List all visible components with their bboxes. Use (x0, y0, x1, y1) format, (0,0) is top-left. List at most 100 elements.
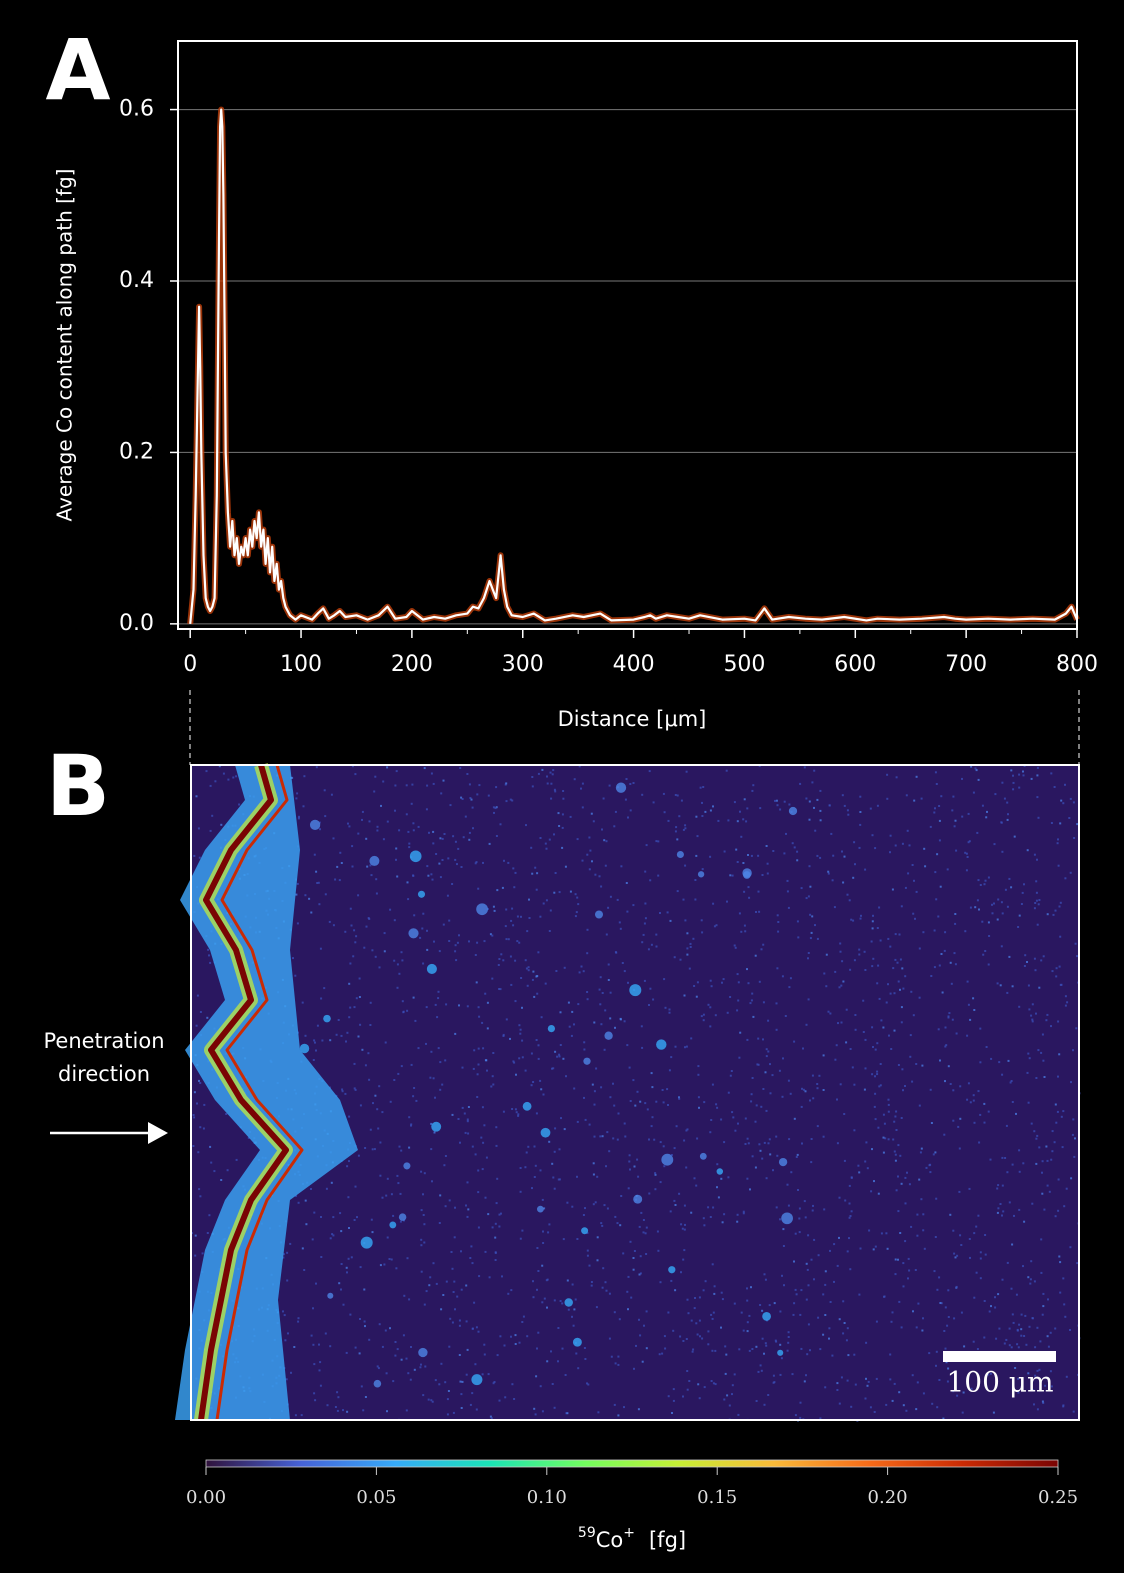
blob (327, 1292, 334, 1299)
speckle (765, 1048, 768, 1051)
speckle (874, 1245, 877, 1248)
speckle (449, 1317, 452, 1320)
speckle (729, 1074, 732, 1077)
speckle (1030, 777, 1033, 780)
speckle (997, 1184, 1000, 1187)
speckle (906, 829, 909, 832)
speckle (430, 1122, 433, 1125)
speckle (468, 831, 471, 834)
speckle (1029, 1282, 1032, 1285)
speckle (448, 919, 451, 922)
speckle (492, 806, 495, 809)
speckle (678, 1097, 681, 1100)
speckle (988, 935, 991, 937)
speckle (566, 1279, 569, 1282)
speckle (412, 829, 415, 832)
speckle (345, 1351, 348, 1354)
speckle (998, 1061, 1001, 1064)
speckle (747, 886, 750, 889)
speckle (413, 1087, 416, 1089)
speckle (553, 788, 556, 791)
speckle (454, 1308, 456, 1311)
speckle (386, 766, 389, 769)
speckle (866, 1384, 869, 1387)
speckle (335, 1033, 338, 1036)
speckle (1055, 967, 1058, 970)
speckle (324, 1332, 327, 1335)
speckle (757, 854, 760, 857)
speckle (1029, 1278, 1032, 1281)
speckle (691, 1350, 694, 1353)
speckle (904, 886, 907, 889)
speckle (816, 854, 819, 857)
speckle (555, 970, 558, 972)
blob (595, 910, 603, 919)
speckle (889, 1353, 892, 1356)
speckle (859, 811, 862, 813)
speckle (883, 1122, 886, 1125)
arrow-head (148, 1122, 168, 1144)
speckle (1051, 1150, 1054, 1153)
speckle (845, 1041, 848, 1044)
speckle (468, 783, 471, 786)
speckle (623, 1122, 626, 1125)
speckle (853, 1083, 856, 1086)
speckle (502, 1033, 505, 1036)
blob (323, 1014, 331, 1023)
speckle (924, 865, 927, 868)
speckle (1012, 788, 1015, 791)
speckle (742, 1329, 745, 1332)
speckle (525, 967, 528, 970)
speckle (194, 1254, 197, 1257)
speckle (969, 1018, 972, 1021)
speckle (755, 1400, 758, 1402)
speckle (465, 1320, 468, 1323)
speckle (879, 1063, 882, 1065)
speckle (525, 1151, 528, 1154)
speckle (819, 856, 822, 859)
speckle (504, 1396, 507, 1399)
speckle (709, 809, 712, 812)
speckle (962, 1391, 965, 1394)
speckle (759, 1149, 762, 1152)
speckle (320, 997, 323, 1000)
speckle (360, 1385, 363, 1388)
speckle (779, 1218, 781, 1221)
speckle (659, 1141, 662, 1144)
speckle (872, 1046, 874, 1048)
speckle (871, 920, 874, 923)
speckle (353, 1219, 356, 1221)
speckle (842, 980, 845, 983)
speckle (947, 1316, 950, 1318)
speckle (767, 1142, 770, 1145)
speckle (838, 1318, 841, 1321)
speckle (1025, 1343, 1028, 1346)
speckle (648, 1004, 650, 1006)
speckle (1010, 1287, 1013, 1290)
speckle (750, 1286, 752, 1289)
speckle (1074, 1137, 1076, 1140)
speckle (959, 1234, 962, 1237)
speckle (684, 864, 687, 867)
speckle (779, 808, 782, 811)
speckle (723, 1213, 726, 1216)
speckle (957, 1125, 960, 1128)
speckle (683, 1139, 686, 1142)
speckle (696, 1137, 699, 1140)
speckle (751, 1155, 754, 1158)
speckle (710, 1313, 713, 1316)
speckle (955, 1032, 958, 1035)
speckle (967, 1003, 970, 1006)
speckle (408, 1116, 411, 1119)
speckle (876, 1073, 879, 1076)
speckle (304, 894, 307, 897)
speckle (325, 1187, 328, 1190)
speckle (533, 1407, 536, 1410)
y-tick-label: 0.6 (119, 97, 154, 122)
speckle (1008, 1344, 1011, 1347)
speckle (358, 977, 361, 980)
speckle (430, 1399, 433, 1402)
speckle (521, 1321, 524, 1323)
speckle (563, 1128, 566, 1131)
speckle (439, 876, 442, 879)
